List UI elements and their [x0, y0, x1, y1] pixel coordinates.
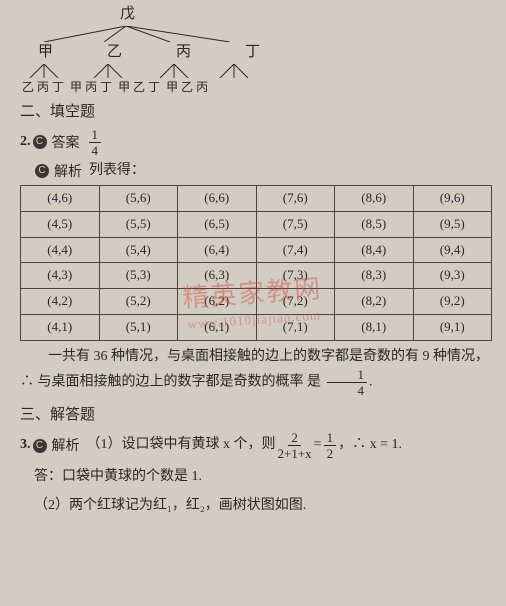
- answer-label: 答案: [52, 132, 80, 152]
- table-cell: (9,5): [413, 211, 492, 237]
- q3-number: 3.: [20, 435, 31, 455]
- table-cell: (4,3): [21, 263, 100, 289]
- table-cell: (5,2): [99, 289, 178, 315]
- table-cell: (7,3): [256, 263, 335, 289]
- table-cell: (8,6): [335, 185, 414, 211]
- q2-conclusion-fraction: 1 4: [327, 368, 368, 397]
- table-cell: (8,3): [335, 263, 414, 289]
- c-icon: C: [33, 135, 47, 149]
- table-row: (4,3)(5,3)(6,3)(7,3)(8,3)(9,3): [21, 263, 492, 289]
- tree-mid-3: 丁: [245, 42, 260, 64]
- section-3-title: 三、解答题: [20, 405, 492, 427]
- leaf-group: 乙丙丁: [22, 79, 64, 96]
- table-cell: (6,4): [178, 237, 257, 263]
- table-cell: (9,4): [413, 237, 492, 263]
- table-cell: (9,2): [413, 289, 492, 315]
- q3-line1: 3. C 解析 （1）设口袋中有黄球 x 个，则 2 2+1+x = 1 2 ，…: [20, 431, 492, 460]
- tree-diagram: 戊 甲 乙 丙 丁 乙丙丁甲丙丁甲乙丁甲乙丙: [20, 4, 492, 96]
- table-cell: (8,2): [335, 289, 414, 315]
- tree-leaf: 乙: [133, 79, 145, 96]
- tree-lines-lower: [20, 64, 260, 78]
- tree-root: 戊: [120, 6, 135, 22]
- table-cell: (6,6): [178, 185, 257, 211]
- tree-lines-upper: [20, 26, 260, 42]
- leaf-group: 甲乙丙: [166, 79, 208, 96]
- table-cell: (7,5): [256, 211, 335, 237]
- table-cell: (4,5): [21, 211, 100, 237]
- explain-label: 解析: [54, 161, 82, 181]
- tree-mid-1: 乙: [107, 42, 122, 64]
- table-row: (4,6)(5,6)(6,6)(7,6)(8,6)(9,6): [21, 185, 492, 211]
- table-cell: (6,2): [178, 289, 257, 315]
- tree-leaf: 丁: [52, 79, 64, 96]
- tree-mid-2: 丙: [176, 42, 191, 64]
- table-cell: (9,6): [413, 185, 492, 211]
- table-cell: (7,1): [256, 315, 335, 341]
- tree-leaf: 丙: [196, 79, 208, 96]
- tree-leaf: 乙: [181, 79, 193, 96]
- table-cell: (8,4): [335, 237, 414, 263]
- q2-answer-fraction: 1 4: [89, 128, 102, 157]
- q2-number: 2.: [20, 132, 31, 152]
- table-cell: (7,2): [256, 289, 335, 315]
- tree-leaf: 甲: [70, 79, 82, 96]
- leaf-group: 甲丙丁: [70, 79, 112, 96]
- tree-leaf: 甲: [166, 79, 178, 96]
- table-cell: (9,1): [413, 315, 492, 341]
- tree-leaf: 乙: [22, 79, 34, 96]
- table-cell: (6,3): [178, 263, 257, 289]
- table-cell: (8,5): [335, 211, 414, 237]
- table-row: (4,2)(5,2)(6,2)(7,2)(8,2)(9,2): [21, 289, 492, 315]
- q2-answer: 2. C 答案 1 4: [20, 128, 492, 157]
- tree-leaf: 丁: [100, 79, 112, 96]
- q3-fraction-right: 1 2: [324, 431, 337, 460]
- c-icon: C: [33, 439, 47, 453]
- table-cell: (4,6): [21, 185, 100, 211]
- leaf-group: 甲乙丁: [118, 79, 160, 96]
- table-cell: (5,3): [99, 263, 178, 289]
- table-cell: (4,4): [21, 237, 100, 263]
- table-cell: (9,3): [413, 263, 492, 289]
- table-row: (4,4)(5,4)(6,4)(7,4)(8,4)(9,4): [21, 237, 492, 263]
- table-cell: (5,4): [99, 237, 178, 263]
- table-cell: (6,1): [178, 315, 257, 341]
- q2-explain-head: C 解析 列表得：: [35, 161, 492, 181]
- table-cell: (4,2): [21, 289, 100, 315]
- explain-label: 解析: [52, 435, 80, 455]
- q3-fraction-left: 2 2+1+x: [278, 431, 312, 460]
- table-cell: (4,1): [21, 315, 100, 341]
- probability-table: (4,6)(5,6)(6,6)(7,6)(8,6)(9,6)(4,5)(5,5)…: [20, 185, 492, 341]
- explain-intro: 列表得：: [89, 161, 145, 181]
- tree-leaf: 甲: [118, 79, 130, 96]
- q2-conclusion: 一共有 36 种情况，与桌面相接触的边上的数字都是奇数的有 9 种情况，∴ 与桌…: [20, 346, 492, 397]
- section-2-title: 二、填空题: [20, 102, 492, 124]
- q3-part2: （2）两个红球记为红₁，红₂，画树状图如图.: [34, 495, 492, 517]
- c-icon: C: [35, 164, 49, 178]
- table-cell: (6,5): [178, 211, 257, 237]
- table-row: (4,1)(5,1)(6,1)(7,1)(8,1)(9,1): [21, 315, 492, 341]
- table-cell: (7,6): [256, 185, 335, 211]
- tree-leaf: 丁: [148, 79, 160, 96]
- table-row: (4,5)(5,5)(6,5)(7,5)(8,5)(9,5): [21, 211, 492, 237]
- tree-mid-0: 甲: [38, 42, 53, 64]
- table-cell: (5,1): [99, 315, 178, 341]
- table-cell: (8,1): [335, 315, 414, 341]
- table-cell: (5,5): [99, 211, 178, 237]
- q3-answer-line: 答：口袋中黄球的个数是 1.: [34, 466, 492, 488]
- tree-leaf: 丙: [37, 79, 49, 96]
- table-cell: (5,6): [99, 185, 178, 211]
- tree-leaf: 丙: [85, 79, 97, 96]
- table-cell: (7,4): [256, 237, 335, 263]
